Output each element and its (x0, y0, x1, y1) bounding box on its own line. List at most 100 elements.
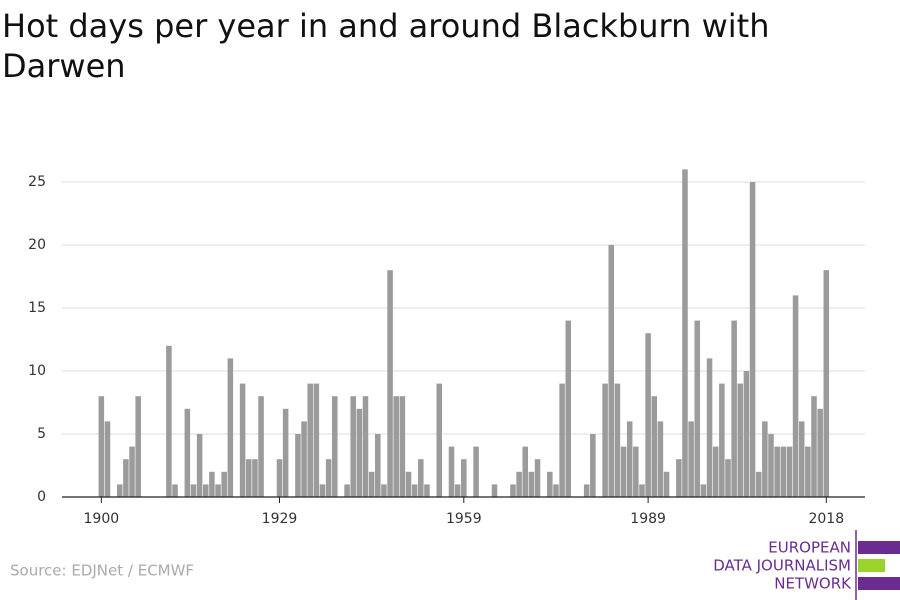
bar (792, 295, 799, 497)
logo-bar (858, 541, 900, 554)
bar (522, 446, 529, 497)
bar (332, 396, 338, 497)
bar (209, 471, 215, 497)
bar (424, 484, 430, 497)
bar (411, 484, 418, 497)
logo-bar (858, 577, 900, 590)
bar (516, 471, 522, 497)
bar (663, 471, 670, 497)
bar (381, 484, 387, 497)
bar (534, 459, 541, 497)
logo-text: DATA JOURNALISM (713, 557, 851, 575)
bar (706, 358, 713, 497)
bar (768, 434, 774, 497)
bar (258, 396, 264, 497)
bar (608, 245, 615, 497)
bar (528, 471, 535, 497)
bar (135, 396, 141, 497)
bar (639, 484, 645, 497)
bar (565, 320, 572, 497)
bar (276, 459, 283, 497)
y-tick-label: 20 (28, 237, 46, 253)
bar (657, 421, 664, 497)
bar (301, 421, 307, 497)
x-tick-label: 1989 (630, 511, 666, 527)
bar (786, 446, 793, 497)
x-tick-label: 1900 (84, 511, 120, 527)
bar (190, 484, 197, 497)
bar (252, 459, 258, 497)
x-tick-label: 1929 (262, 511, 298, 527)
bar (98, 396, 105, 497)
bar (473, 446, 479, 497)
bar (805, 446, 811, 497)
bar (633, 446, 639, 497)
bar (448, 446, 455, 497)
bar (116, 484, 123, 497)
chart-title: Hot days per year in and around Blackbur… (2, 7, 770, 85)
bar (203, 484, 209, 497)
x-tick-label: 1959 (446, 511, 482, 527)
bar (719, 383, 725, 497)
bar (491, 484, 498, 497)
y-tick-label: 10 (28, 363, 46, 379)
bar (682, 169, 688, 497)
bar (350, 396, 356, 497)
bar (344, 484, 350, 497)
bar (454, 484, 461, 497)
bar (368, 471, 375, 497)
bar (694, 320, 701, 497)
bar (559, 383, 565, 497)
bar (313, 383, 320, 497)
y-tick-label: 5 (37, 426, 46, 442)
bar (129, 446, 135, 497)
bar (166, 345, 172, 497)
bar (239, 383, 246, 497)
logo-text: EUROPEAN (768, 539, 851, 557)
logo-text: NETWORK (774, 575, 852, 593)
bar (614, 383, 621, 497)
bar (196, 434, 203, 497)
bar (583, 484, 590, 497)
bar (743, 371, 750, 497)
bar (602, 383, 608, 497)
bar (547, 471, 553, 497)
bar (755, 471, 762, 497)
bar (712, 446, 719, 497)
bar (626, 421, 633, 497)
bar (387, 270, 393, 497)
y-tick-label: 0 (37, 489, 46, 505)
bar (282, 408, 289, 497)
bar (215, 484, 221, 497)
bar (688, 421, 694, 497)
bar (356, 408, 363, 497)
bar (375, 434, 381, 497)
bar (227, 358, 234, 497)
bar (590, 434, 596, 497)
bar (399, 396, 406, 497)
bar (731, 320, 737, 497)
bar (553, 484, 559, 497)
source: Source: EDJNet / ECMWF (10, 562, 194, 580)
bar (362, 396, 369, 497)
bar (811, 396, 817, 497)
bar (700, 484, 707, 497)
bar (325, 459, 332, 497)
bar (780, 446, 787, 497)
bar (295, 434, 301, 497)
bar (651, 396, 658, 497)
bar (221, 471, 227, 497)
bar (762, 421, 768, 497)
bar (774, 446, 780, 497)
bar (172, 484, 178, 497)
bar (620, 446, 627, 497)
x-tick-label: 2018 (808, 511, 844, 527)
bar (104, 421, 111, 497)
bar (737, 383, 744, 497)
bar (461, 459, 467, 497)
bar (823, 270, 830, 497)
bar (749, 182, 756, 497)
bar (319, 484, 326, 497)
bar (510, 484, 516, 497)
bar (307, 383, 313, 497)
